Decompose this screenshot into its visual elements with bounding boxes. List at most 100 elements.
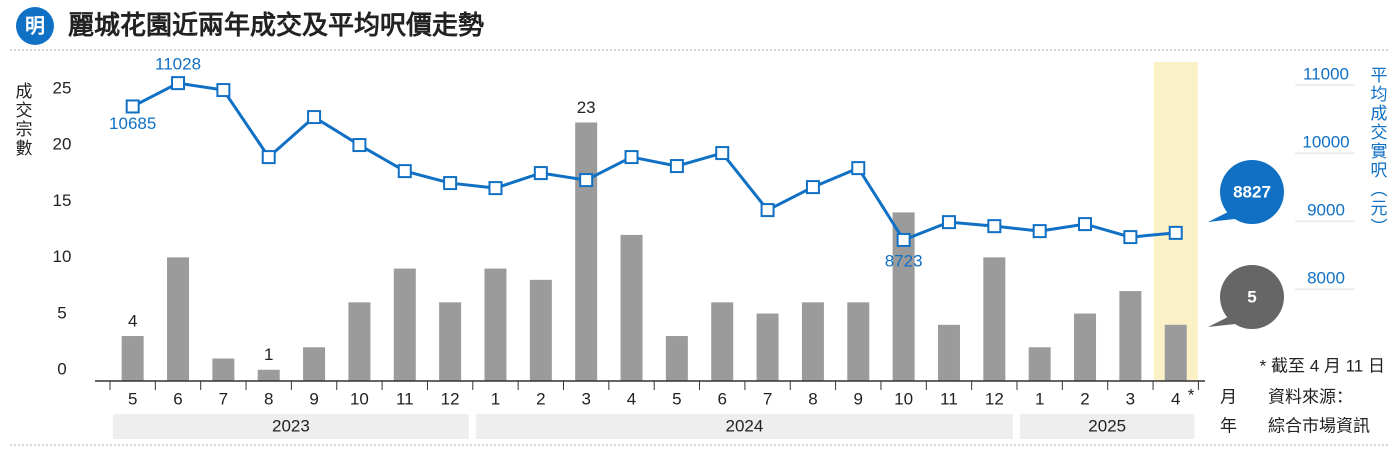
month-label: 月 — [1220, 387, 1237, 406]
x-tick-label: 2 — [1080, 389, 1089, 408]
x-tick-label: 9 — [309, 389, 318, 408]
source-label: 資料來源： — [1268, 387, 1353, 406]
count-bubble-label: 5 — [1247, 287, 1256, 306]
x-tick-label: 6 — [173, 389, 182, 408]
price-point — [624, 150, 639, 165]
year-label: 2025 — [1088, 416, 1126, 435]
year-band — [475, 414, 1013, 439]
count-bubble — [1220, 265, 1284, 329]
x-tick-label: 11 — [396, 389, 414, 408]
bar — [529, 279, 552, 381]
x-tick-label: 12 — [441, 389, 460, 408]
bar — [847, 302, 870, 381]
bar — [439, 302, 462, 381]
year-label: 年 — [1220, 416, 1237, 435]
x-tick-label: 11 — [940, 389, 958, 408]
x-tick-label: 4 — [627, 389, 636, 408]
bar — [892, 212, 915, 381]
x-tick-label: 2 — [536, 389, 545, 408]
bar — [620, 234, 643, 381]
year-label: 2024 — [725, 416, 763, 435]
y2-tick-label: 10000 — [1302, 133, 1349, 152]
x-tick-label: 5 — [128, 389, 137, 408]
note: * 截至 4 月 11 日 — [1260, 356, 1385, 375]
bar — [257, 369, 280, 381]
x-tick-label: 1 — [491, 389, 500, 408]
y2-axis-label: 平均成交實呎（元） — [1368, 66, 1388, 237]
x-tick-label: 3 — [1126, 389, 1135, 408]
price-point — [805, 180, 820, 195]
bar — [167, 257, 190, 381]
bar — [983, 257, 1006, 381]
year-band — [1020, 414, 1195, 439]
price-point — [443, 176, 458, 191]
y2-tick-label: 9000 — [1307, 201, 1345, 220]
price-point — [352, 138, 367, 153]
bar-label: 4 — [128, 312, 137, 331]
bar — [1119, 291, 1142, 381]
x-tick-label: 7 — [219, 389, 228, 408]
y-tick-label: 25 — [53, 78, 72, 97]
price-line — [131, 81, 1176, 242]
x-tick-label: 9 — [854, 389, 863, 408]
price-point — [1078, 217, 1093, 232]
price-label: 10685 — [109, 114, 156, 133]
bar — [711, 302, 734, 381]
logo-badge — [16, 7, 54, 45]
x-tick-label: 12 — [985, 389, 1004, 408]
year-band — [113, 414, 469, 439]
price-point — [307, 110, 322, 125]
x-tick-label: 1 — [1035, 389, 1044, 408]
x-tick-label: 3 — [581, 389, 590, 408]
bar — [1074, 313, 1097, 381]
price-point — [1123, 230, 1138, 245]
price-label: 11028 — [155, 55, 201, 74]
bar — [937, 324, 960, 381]
bar — [212, 358, 235, 381]
bar-label: 1 — [264, 345, 273, 364]
price-point — [533, 166, 548, 181]
bar — [1028, 347, 1051, 381]
y-tick-label: 0 — [57, 359, 66, 378]
x-tick-label: 10 — [350, 389, 369, 408]
bar — [1164, 324, 1187, 381]
x-tick-label: 8 — [808, 389, 817, 408]
bar — [303, 347, 326, 381]
price-point — [1168, 225, 1183, 240]
bar — [756, 313, 779, 381]
price-point — [261, 150, 276, 165]
bar — [575, 122, 598, 381]
x-tick-label: 10 — [894, 389, 913, 408]
y-tick-label: 5 — [57, 303, 66, 322]
y2-tick-label: 8000 — [1307, 269, 1345, 288]
price-bubble — [1220, 160, 1284, 224]
price-point — [851, 161, 866, 176]
bar — [484, 268, 507, 381]
x-tick-label: 6 — [717, 389, 726, 408]
y-tick-label: 15 — [53, 191, 72, 210]
y2-tick-label: 11000 — [1303, 65, 1349, 84]
bar — [801, 302, 824, 381]
x-tick-label: 8 — [264, 389, 273, 408]
bar — [121, 336, 144, 381]
price-point — [579, 173, 594, 188]
x-tick-label: 4 — [1171, 389, 1180, 408]
bar-label: 23 — [577, 98, 596, 117]
price-point — [216, 83, 231, 98]
price-point — [125, 99, 140, 114]
bar — [665, 336, 688, 381]
price-point — [488, 181, 503, 196]
year-label: 2023 — [272, 416, 310, 435]
bar — [393, 268, 416, 381]
note-marker: * — [1188, 385, 1195, 404]
logo: 明 — [25, 14, 45, 37]
price-point — [715, 146, 730, 161]
y-tick-label: 10 — [53, 247, 72, 266]
price-bubble-label: 8827 — [1233, 182, 1271, 201]
source: 綜合市場資訊 — [1268, 416, 1370, 435]
price-label: 8723 — [885, 251, 923, 270]
price-point — [760, 203, 775, 218]
bar — [348, 302, 371, 381]
price-point — [896, 232, 911, 247]
